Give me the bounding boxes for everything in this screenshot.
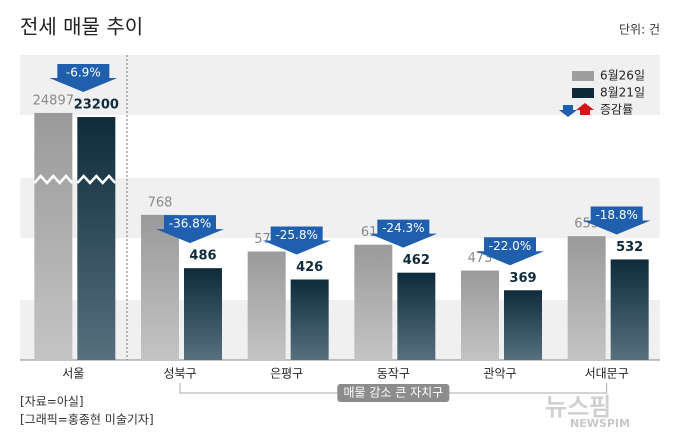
value-label: 426 — [296, 260, 323, 275]
change-arrow — [156, 215, 224, 244]
legend-swatch — [572, 88, 594, 98]
change-label: -24.3% — [382, 221, 424, 235]
legend-label: 8월21일 — [600, 86, 645, 100]
x-tick-label: 동작구 — [377, 367, 410, 381]
value-label: 462 — [403, 253, 430, 268]
value-label: 369 — [509, 271, 536, 286]
source: [자료=아실] — [20, 395, 84, 409]
value-label: 768 — [148, 195, 173, 210]
watermark-en: NEWSPIM — [570, 417, 630, 430]
credit: [그래픽=홍종현 미술기자] — [20, 413, 154, 427]
bracket-label: 매물 감소 큰 자치구 — [343, 386, 443, 400]
bar — [504, 290, 542, 360]
unit: 단위: 건 — [619, 23, 660, 37]
change-arrow — [49, 64, 118, 93]
axis-break — [76, 174, 117, 185]
bar — [354, 244, 393, 360]
bar — [34, 112, 73, 360]
change-label: -18.8% — [595, 208, 637, 222]
band — [20, 300, 660, 360]
change-label: -25.8% — [275, 228, 317, 242]
chart-title: 전세 매물 추이 — [20, 15, 143, 39]
legend-label: 6월26일 — [600, 69, 645, 83]
bar — [567, 236, 606, 360]
band — [20, 178, 660, 238]
bar — [141, 214, 179, 360]
change-arrow — [369, 219, 438, 248]
legend-swatch — [572, 71, 594, 81]
x-tick-label: 서대문구 — [585, 367, 629, 381]
axis-break — [33, 174, 74, 185]
legend-arrow-down — [559, 105, 577, 117]
value-label: 486 — [189, 249, 216, 264]
change-arrow — [262, 226, 331, 255]
change-label: -22.0% — [489, 239, 531, 253]
bar — [290, 279, 329, 360]
change-arrow — [582, 206, 651, 235]
x-tick-label: 성북구 — [163, 367, 196, 381]
legend-label: 증감률 — [600, 103, 633, 117]
x-tick-label: 관악구 — [483, 367, 516, 381]
change-label: -6.9% — [66, 66, 101, 80]
x-tick-label: 은평구 — [270, 367, 303, 381]
value-label: 532 — [616, 240, 643, 255]
watermark: 뉴스핌 — [545, 393, 611, 421]
change-arrow — [476, 237, 544, 266]
value-label: 23200 — [74, 98, 119, 113]
x-tick-label: 서울 — [62, 367, 84, 381]
legend-arrow-up — [576, 103, 594, 115]
bar — [247, 251, 286, 360]
bar — [397, 272, 436, 360]
value-label: 24897 — [33, 93, 74, 108]
bar — [77, 117, 116, 360]
bracket-box — [337, 384, 450, 402]
bar — [610, 259, 649, 360]
bar — [461, 270, 499, 360]
change-label: -36.8% — [169, 217, 211, 231]
bar — [184, 268, 222, 360]
